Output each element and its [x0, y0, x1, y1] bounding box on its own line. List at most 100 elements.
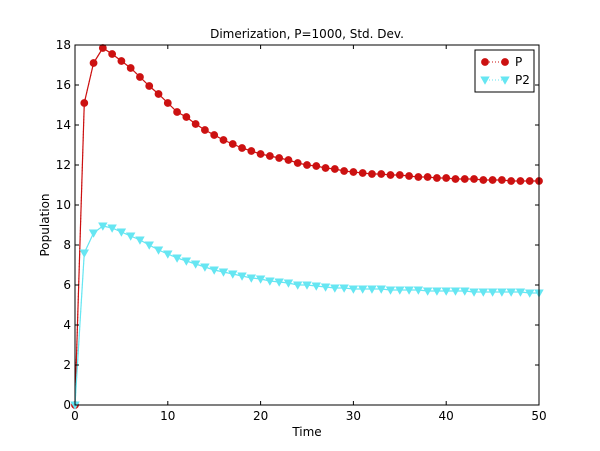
series-p-point — [497, 176, 506, 184]
series-p-point — [423, 173, 432, 181]
series-p2-point — [385, 286, 396, 295]
legend-marker-p2 — [500, 76, 510, 85]
series-p-point — [433, 174, 441, 182]
series-p2-point — [163, 250, 173, 259]
series-p2-point — [181, 257, 192, 266]
series-p-point — [247, 147, 256, 155]
series-p-point — [368, 170, 376, 178]
series-p-point — [117, 57, 126, 65]
series-p-point — [386, 171, 395, 179]
series-p2-point — [228, 270, 238, 279]
series-p-dotted-line — [74, 47, 539, 406]
x-tick-label: 10 — [160, 409, 175, 423]
series-p2-point — [283, 279, 294, 288]
y-tick-label: 18 — [56, 38, 71, 52]
y-tick-label: 12 — [56, 158, 71, 172]
series-p2-point — [116, 228, 127, 237]
series-p-point — [80, 99, 89, 107]
series-p-point — [256, 150, 265, 158]
series-p2-point — [413, 286, 424, 295]
series-p-point — [265, 152, 274, 160]
series-p-point — [108, 50, 117, 58]
series-p-point — [479, 176, 488, 184]
series-p-point — [191, 120, 200, 128]
series-p2-point — [450, 287, 461, 296]
series-p2-point — [88, 229, 99, 238]
series-p-point — [182, 113, 191, 121]
series-p-point — [293, 159, 302, 167]
y-tick-label: 2 — [63, 358, 71, 372]
x-tick-label: 30 — [346, 409, 361, 423]
legend-box — [474, 49, 535, 93]
x-tick-label: 40 — [439, 409, 454, 423]
series-p-point — [98, 44, 107, 52]
y-tick-label: 0 — [63, 398, 71, 412]
series-p-point — [173, 108, 181, 116]
series-p-point — [210, 131, 219, 139]
series-p2-point — [153, 246, 164, 255]
series-p-point — [349, 168, 358, 176]
series-p2-point — [469, 288, 479, 297]
series-p2-point — [339, 284, 349, 293]
series-p2-point — [404, 286, 414, 295]
legend-label-p: P — [515, 55, 522, 69]
series-p-point — [312, 162, 321, 170]
series-p2-point — [525, 289, 535, 298]
y-tick-label: 16 — [56, 78, 71, 92]
series-p2-point — [237, 272, 247, 281]
series-p2-point — [348, 285, 359, 294]
series-p-point — [507, 177, 516, 185]
series-p2-line — [74, 225, 539, 406]
series-p2-point — [255, 275, 266, 284]
series-p-point — [275, 154, 284, 162]
series-p2-point — [395, 286, 405, 295]
y-axis-label: Population — [38, 193, 52, 256]
legend: P P2 — [474, 49, 535, 93]
y-tick-label: 10 — [56, 198, 71, 212]
series-p2-point — [367, 285, 377, 294]
series-p2-point — [497, 288, 507, 297]
series-p2-point — [135, 236, 145, 245]
series-p-point — [238, 144, 246, 152]
series-p2-point — [487, 288, 498, 297]
axes-frame — [74, 44, 540, 406]
series-p-point — [228, 140, 237, 148]
series-p2-point — [515, 288, 526, 297]
x-tick-label: 0 — [71, 409, 79, 423]
series-p2-point — [460, 287, 470, 296]
series-p2-point — [190, 260, 201, 269]
series-p2-dotted-line — [74, 225, 539, 406]
series-p2-point — [107, 224, 117, 233]
series-p2-point — [357, 285, 368, 294]
series-p-point — [405, 172, 413, 180]
series-p-point — [126, 64, 135, 72]
series-p2-point — [432, 287, 442, 296]
series-p-point — [219, 136, 228, 144]
series-p-point — [377, 170, 386, 178]
legend-label-p2: P2 — [515, 73, 530, 87]
series-p2-point — [311, 282, 321, 291]
series-p-point — [321, 164, 330, 172]
series-p-point — [358, 169, 367, 177]
legend-marker-p — [481, 58, 489, 66]
series-p-point — [488, 176, 497, 184]
series-p2-point — [422, 287, 433, 296]
series-p-point — [525, 177, 534, 185]
series-p2-point — [172, 254, 182, 263]
x-tick-label: 50 — [531, 409, 546, 423]
series-p-point — [414, 173, 423, 181]
y-tick-label: 8 — [63, 238, 71, 252]
series-p2-point — [218, 268, 229, 277]
series-p2-point — [246, 274, 257, 283]
legend-marker-p2 — [480, 76, 490, 85]
series-p2-point — [376, 285, 386, 294]
series-p-line — [74, 47, 539, 406]
axes: 0 10 20 30 40 50 0 2 4 6 8 10 12 14 16 18 — [56, 38, 547, 423]
series-p-point — [516, 177, 525, 185]
series-p2-point — [320, 283, 331, 292]
series-p2-point — [265, 277, 275, 286]
series-p2-point — [200, 263, 210, 272]
series-p-point — [89, 59, 98, 67]
